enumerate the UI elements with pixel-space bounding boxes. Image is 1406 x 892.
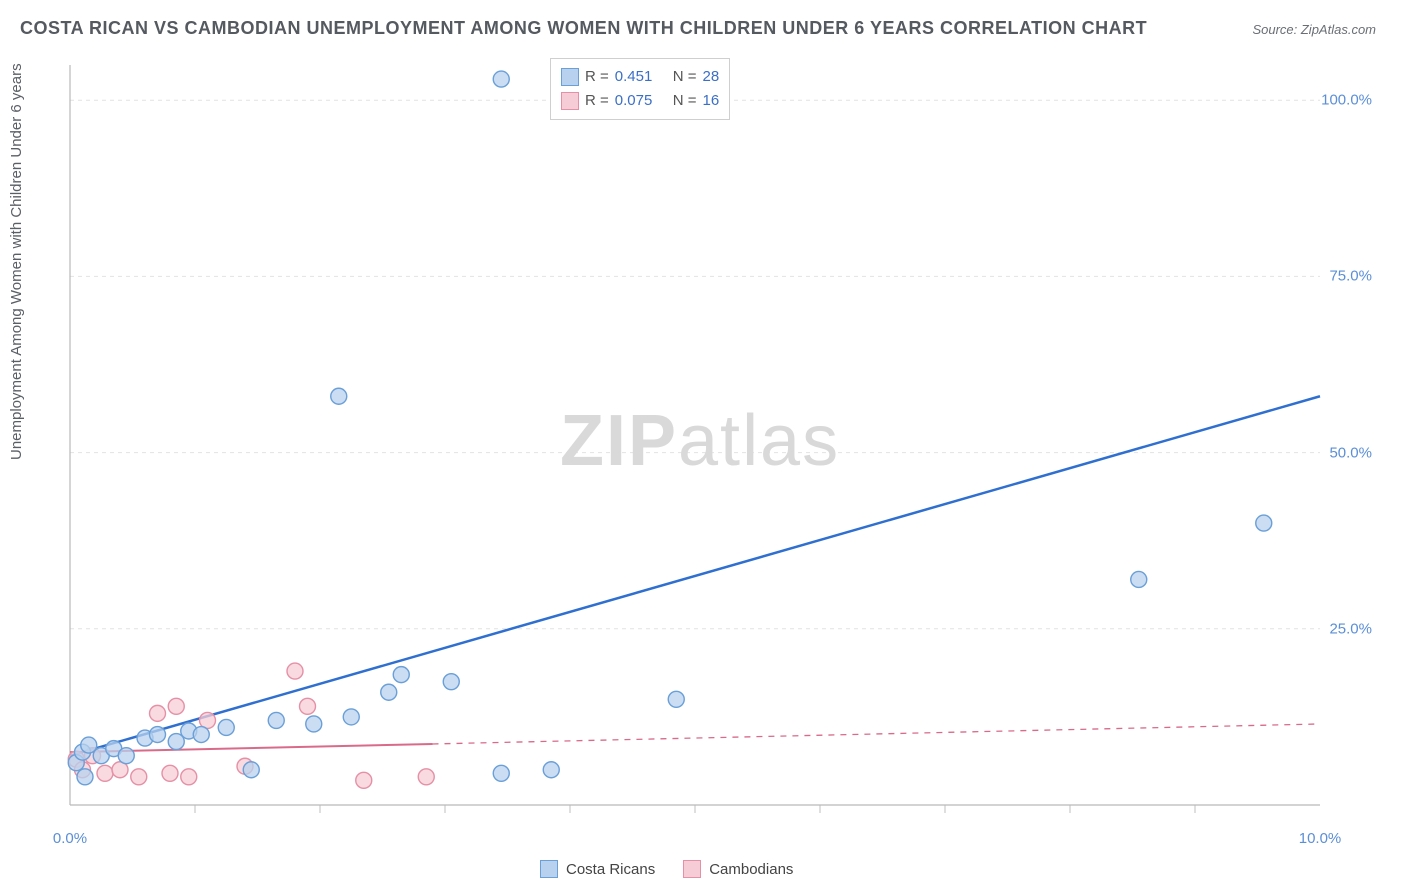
stats-legend: R =0.451N =28R =0.075N =16: [550, 58, 730, 120]
plot-area: ZIPatlas 25.0%50.0%75.0%100.0%0.0%10.0%: [60, 55, 1380, 845]
r-label: R =: [585, 65, 609, 89]
y-tick-label: 100.0%: [1321, 92, 1372, 109]
y-tick-label: 50.0%: [1329, 444, 1372, 461]
series-legend: Costa Ricans Cambodians: [540, 860, 793, 878]
r-label: R =: [585, 89, 609, 113]
y-axis-label: Unemployment Among Women with Children U…: [8, 63, 25, 460]
n-label: N =: [673, 89, 697, 113]
legend-item: Cambodians: [683, 860, 793, 878]
stat-legend-row: R =0.451N =28: [561, 65, 719, 89]
y-tick-label: 25.0%: [1329, 620, 1372, 637]
n-value: 16: [703, 89, 720, 113]
legend-swatch: [683, 860, 701, 878]
legend-label: Costa Ricans: [566, 861, 655, 878]
legend-label: Cambodians: [709, 861, 793, 878]
source-label: Source: ZipAtlas.com: [1252, 22, 1376, 37]
x-tick-label: 0.0%: [53, 830, 87, 847]
legend-swatch: [561, 92, 579, 110]
n-label: N =: [673, 65, 697, 89]
n-value: 28: [703, 65, 720, 89]
legend-swatch: [540, 860, 558, 878]
r-value: 0.451: [615, 65, 667, 89]
x-tick-label: 10.0%: [1299, 830, 1342, 847]
y-tick-label: 75.0%: [1329, 268, 1372, 285]
stat-legend-row: R =0.075N =16: [561, 89, 719, 113]
chart-title: COSTA RICAN VS CAMBODIAN UNEMPLOYMENT AM…: [20, 18, 1147, 39]
scatter-chart: [60, 55, 1380, 845]
legend-item: Costa Ricans: [540, 860, 655, 878]
legend-swatch: [561, 68, 579, 86]
r-value: 0.075: [615, 89, 667, 113]
